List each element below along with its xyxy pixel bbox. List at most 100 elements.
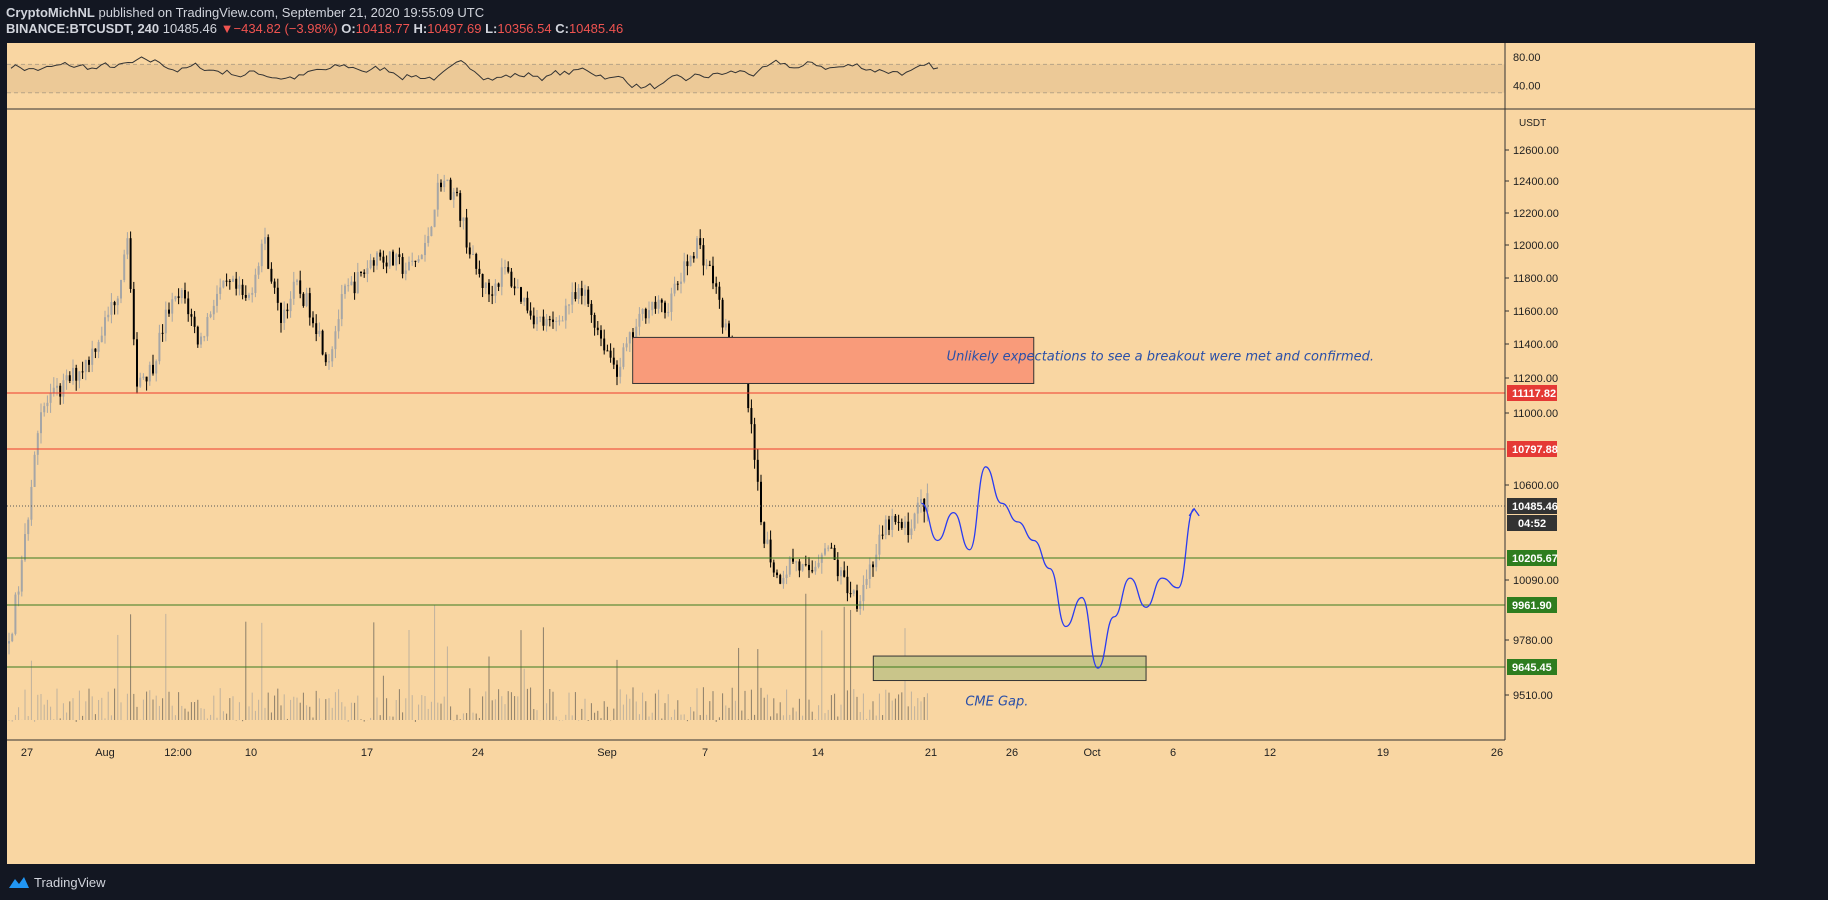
time-tick-label: 19 xyxy=(1377,747,1389,759)
candle-body xyxy=(782,577,785,584)
candle-body xyxy=(270,268,273,282)
candle-body xyxy=(507,267,510,272)
candle-body xyxy=(475,253,478,269)
candle-body xyxy=(148,364,151,382)
candle-body xyxy=(328,361,330,363)
price-chart[interactable]: Unlikely expectations to see a breakout … xyxy=(7,43,1755,864)
candle-body xyxy=(632,332,634,339)
candle-body xyxy=(129,238,132,289)
candle-body xyxy=(715,283,718,287)
candle-body xyxy=(526,297,529,311)
candle-body xyxy=(769,539,772,563)
candle-body xyxy=(657,299,660,309)
level-badge xyxy=(1507,441,1557,457)
candle-body xyxy=(494,283,497,296)
candle-body xyxy=(123,254,126,280)
candle-body xyxy=(625,343,628,348)
candle-body xyxy=(420,255,423,260)
tradingview-brand[interactable]: TradingView xyxy=(34,875,106,890)
candle-body xyxy=(878,534,881,555)
candle-body xyxy=(699,238,702,246)
candle-body xyxy=(584,289,586,296)
candle-body xyxy=(545,319,548,326)
candle-body xyxy=(593,314,596,328)
time-tick-label: Aug xyxy=(95,747,115,759)
candle-body xyxy=(65,375,68,381)
low-label: L: xyxy=(485,21,498,36)
candle-body xyxy=(78,371,81,381)
candle-body xyxy=(68,375,71,382)
candle-body xyxy=(513,286,516,289)
candle-body xyxy=(766,539,769,544)
candle-body xyxy=(369,260,372,269)
candle-body xyxy=(904,521,906,528)
candle-body xyxy=(542,316,545,326)
candles-group xyxy=(8,173,929,655)
candle-body xyxy=(88,359,90,365)
candle-body xyxy=(580,288,583,296)
candle-body xyxy=(280,302,282,323)
candle-body xyxy=(264,237,266,244)
author-name[interactable]: CryptoMichNL xyxy=(6,5,95,20)
candle-body xyxy=(62,380,65,397)
candle-body xyxy=(302,293,305,306)
candle-body xyxy=(849,593,852,595)
candle-body xyxy=(203,336,206,338)
candle-body xyxy=(888,519,890,530)
candle-body xyxy=(395,254,398,266)
candle-body xyxy=(222,280,225,288)
candle-body xyxy=(635,326,638,339)
candle-body xyxy=(81,371,84,373)
candle-body xyxy=(136,339,138,387)
cme-gap-zone xyxy=(872,655,1147,682)
candle-body xyxy=(139,377,142,387)
candle-body xyxy=(417,259,420,262)
chart-panel[interactable]: Unlikely expectations to see a breakout … xyxy=(7,43,1755,864)
price-tick-label: 11000.00 xyxy=(1513,408,1558,420)
candle-body xyxy=(398,254,401,258)
candle-body xyxy=(235,278,238,289)
candle-body xyxy=(801,564,804,571)
candle-body xyxy=(638,313,641,327)
time-tick-label: 24 xyxy=(472,747,484,759)
candle-body xyxy=(606,350,609,352)
candle-body xyxy=(577,288,580,299)
candle-body xyxy=(260,243,263,267)
candle-body xyxy=(772,562,775,573)
candle-body xyxy=(609,350,612,358)
candle-body xyxy=(673,283,676,294)
candle-body xyxy=(920,498,922,503)
candle-body xyxy=(72,367,74,382)
candle-body xyxy=(289,298,292,312)
candle-body xyxy=(318,330,321,335)
last-price: 10485.46 xyxy=(162,21,217,36)
candle-body xyxy=(56,385,58,388)
candle-body xyxy=(142,376,145,378)
candle-body xyxy=(504,267,506,269)
candle-body xyxy=(916,502,919,514)
candle-body xyxy=(628,332,631,344)
candle-body xyxy=(145,376,148,382)
candle-body xyxy=(705,264,708,266)
time-tick-label: 12:00 xyxy=(164,747,192,759)
candle-body xyxy=(324,354,327,363)
candle-body xyxy=(900,522,903,528)
high-value: 10497.69 xyxy=(427,21,482,36)
candle-body xyxy=(94,348,97,352)
candle-body xyxy=(548,319,551,321)
candle-body xyxy=(449,179,452,200)
price-tick-label: 10600.00 xyxy=(1513,480,1559,492)
high-label: H: xyxy=(413,21,428,36)
time-tick-label: 26 xyxy=(1006,747,1018,759)
level-badge-label: 11117.82 xyxy=(1512,388,1556,400)
candle-body xyxy=(811,570,814,572)
candle-body xyxy=(881,534,884,536)
candle-body xyxy=(46,402,49,407)
candle-body xyxy=(388,251,391,267)
rsi-line xyxy=(10,56,939,90)
candle-body xyxy=(40,412,42,434)
candle-body xyxy=(321,330,324,355)
candle-body xyxy=(884,519,887,536)
candle-body xyxy=(27,519,30,535)
candle-body xyxy=(33,454,36,487)
